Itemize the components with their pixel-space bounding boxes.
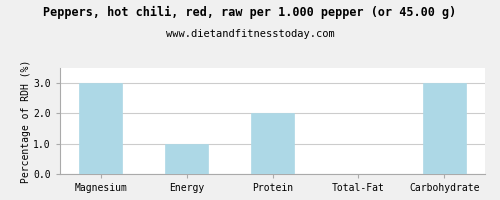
Bar [80,83,122,174]
Text: Peppers, hot chili, red, raw per 1.000 pepper (or 45.00 g): Peppers, hot chili, red, raw per 1.000 p… [44,6,457,19]
Bar [423,83,466,174]
Bar [165,144,208,174]
Bar [251,113,294,174]
Y-axis label: Percentage of RDH (%): Percentage of RDH (%) [20,59,30,183]
Text: www.dietandfitnesstoday.com: www.dietandfitnesstoday.com [166,29,334,39]
